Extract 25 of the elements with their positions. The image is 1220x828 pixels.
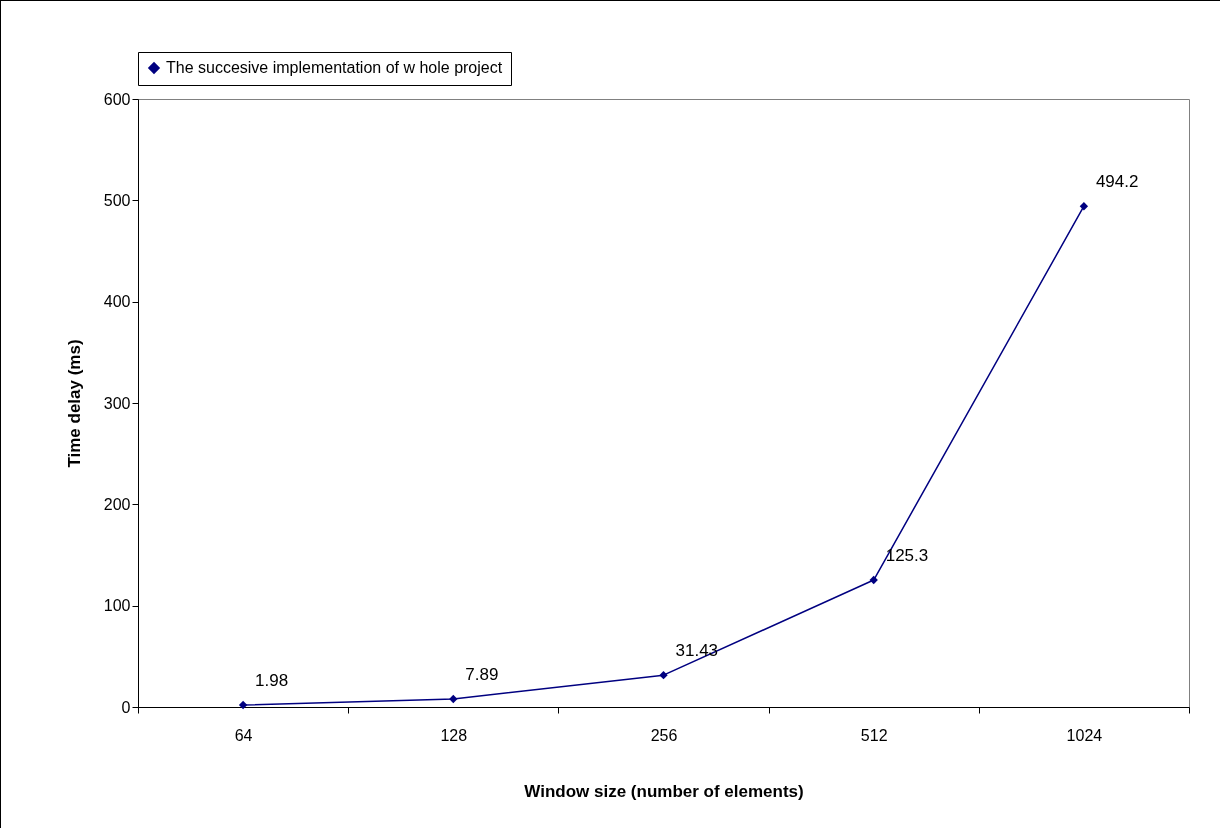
data-label: 7.89 [465,665,499,684]
point [869,575,878,585]
point [449,694,458,704]
y-tick-label: 200 [103,495,131,513]
point [238,700,248,710]
x-tick-label: 512 [860,726,888,744]
y-tick-label: 400 [103,293,131,311]
y-tick-label: 0 [121,698,131,716]
y-tick-label: 100 [103,597,131,615]
point [659,670,668,680]
x-tick-label: 256 [650,726,678,744]
data-label: 31.43 [675,641,719,661]
y-tick-label: 600 [103,90,131,108]
legend-label: The succesive implementation of w hole project [166,59,503,76]
point [1079,202,1089,211]
data-label: 1.98 [255,670,289,690]
y-axis-title: Time delay (ms) [64,339,84,468]
data-label: 125.3 [885,546,929,566]
x-axis-title: Window size (number of elements) [524,781,804,801]
x-tick-label: 128 [440,726,468,744]
y-tick-label: 500 [103,191,131,209]
x-tick-label: 64 [234,726,253,744]
data-label: 494.2 [1095,172,1139,192]
y-tick-label: 300 [103,394,131,412]
x-tick-label: 1024 [1066,726,1103,744]
